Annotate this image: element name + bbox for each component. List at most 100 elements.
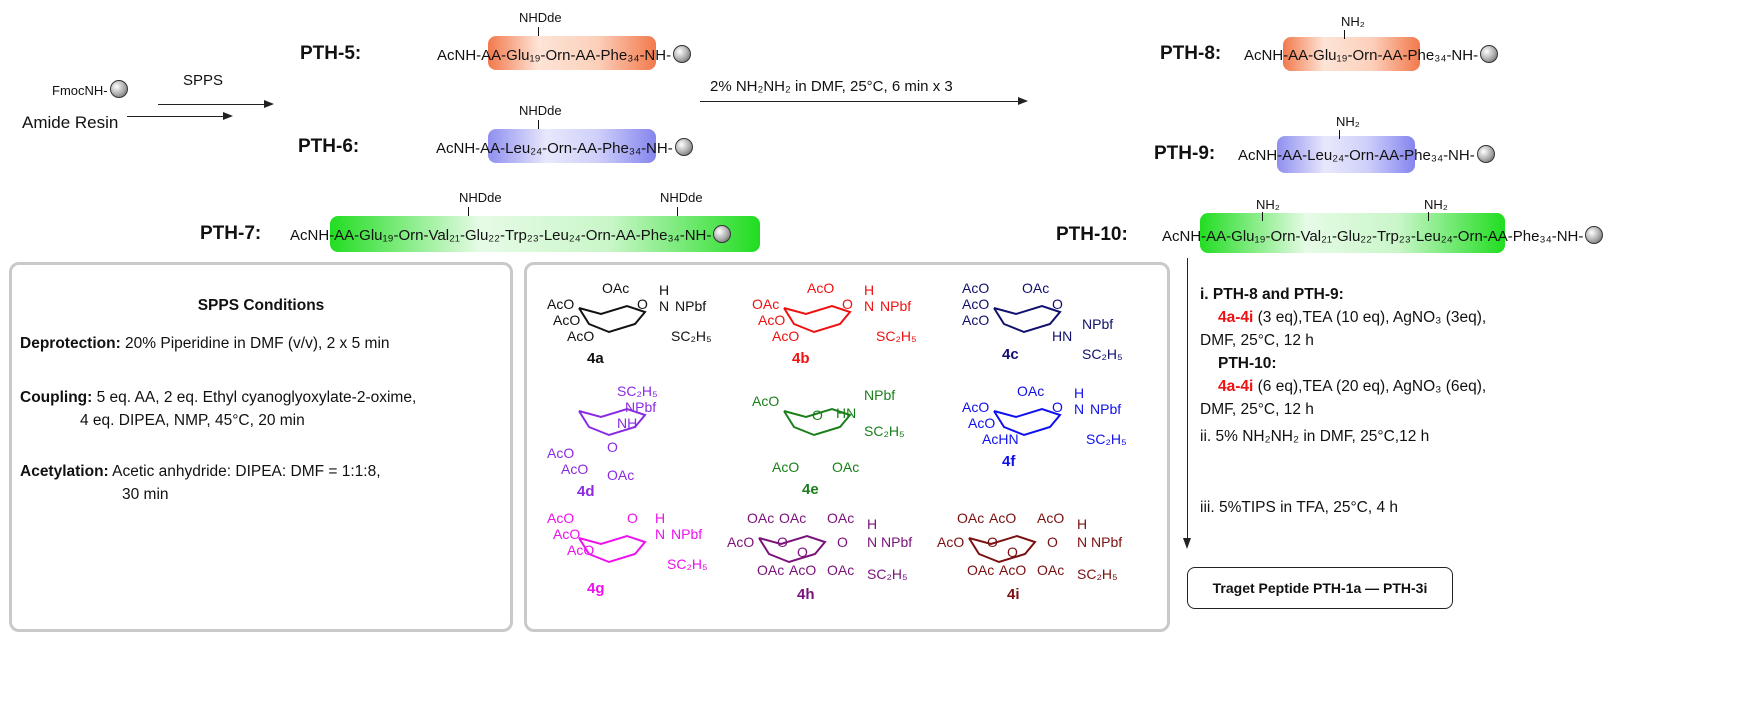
substituent-label: O bbox=[607, 439, 618, 455]
peptide-id: PTH-10: bbox=[1056, 224, 1128, 245]
sugar-ring-icon bbox=[993, 304, 1062, 334]
panel-title: SPPS Conditions bbox=[197, 297, 325, 314]
peptide-id: PTH-9: bbox=[1154, 143, 1216, 164]
compound-label: 4g bbox=[587, 580, 605, 597]
compound-4d: SC₂H₅ NPbf NH O AcO AcO OAc 4d bbox=[547, 383, 767, 503]
substituent-label: AcO bbox=[567, 542, 595, 558]
arrow-head-icon bbox=[1183, 538, 1191, 549]
step-iii: iii. 5%TIPS in TFA, 25°C, 4 h bbox=[1200, 499, 1399, 516]
highlight-box bbox=[488, 36, 656, 70]
substituent-label: OAc bbox=[1017, 383, 1045, 399]
highlight-box bbox=[330, 216, 760, 252]
highlight-box bbox=[488, 129, 656, 163]
side-chain-label: NHDde bbox=[519, 103, 562, 118]
substituent-label: O bbox=[1007, 544, 1018, 560]
substituent-label: OAc bbox=[1037, 562, 1065, 578]
resin-bead-icon bbox=[1585, 226, 1604, 244]
substituent-label: AcO bbox=[547, 445, 575, 461]
step-i-title2: PTH-10: bbox=[1218, 355, 1277, 372]
compound-label: 4e bbox=[802, 481, 819, 498]
substituent-label: N bbox=[1077, 534, 1088, 550]
compound-label: 4b bbox=[792, 350, 810, 367]
substituent-label: NPbf bbox=[881, 534, 913, 550]
substituent-label: AcO bbox=[561, 461, 589, 477]
substituent-label: NPbf bbox=[864, 387, 896, 403]
condition-coupling-cont: 4 eq. DIPEA, NMP, 45°C, 20 min bbox=[80, 412, 305, 429]
substituent-label: OAc bbox=[967, 562, 995, 578]
substituent-label: OAc bbox=[757, 562, 785, 578]
substituent-label: AcO bbox=[758, 312, 786, 328]
substituent-label: N bbox=[864, 298, 875, 314]
substituent-label: O bbox=[837, 534, 848, 550]
condition-deprotection: Deprotection: 20% Piperidine in DMF (v/v… bbox=[20, 335, 390, 352]
side-chain-label: NHDde bbox=[660, 190, 703, 205]
substituent-label: H bbox=[1077, 516, 1088, 532]
amide-resin-label: Amide Resin bbox=[22, 113, 119, 132]
substituent-label: AcO bbox=[567, 328, 595, 344]
substituent-label: O bbox=[627, 510, 638, 526]
substituent-label: O bbox=[637, 296, 648, 312]
peptide-sequence: AcNH-AA-Glu₁₉-Orn-Val₂₁-Glu₂₂-Trp₂₃-Leu₂… bbox=[1162, 226, 1604, 245]
sugar-ring-icon bbox=[783, 304, 852, 334]
substituent-label: H bbox=[864, 282, 875, 298]
substituent-label: AcO bbox=[1037, 510, 1065, 526]
substituent-label: AcO bbox=[962, 280, 990, 296]
substituent-label: AcO bbox=[752, 393, 780, 409]
substituent-label: N bbox=[655, 526, 666, 542]
substituent-label: AcHN bbox=[982, 431, 1019, 447]
substituent-label: SC₂H₅ bbox=[1077, 566, 1118, 582]
condition-acetylation: Acetylation: Acetic anhydride: DIPEA: DM… bbox=[20, 463, 381, 480]
compound-4f: OAc AcO AcO AcHN O H N NPbf SC₂H₅ 4f bbox=[962, 383, 1182, 503]
substituent-label: AcO bbox=[789, 562, 817, 578]
substituent-label: HN bbox=[1052, 328, 1073, 344]
target-peptide-box: Traget Peptide PTH-1a — PTH-3i bbox=[1187, 567, 1453, 609]
resin-bead-icon bbox=[713, 225, 732, 243]
peptide-id: PTH-5: bbox=[300, 43, 362, 64]
step-i-title: i. PTH-8 and PTH-9: bbox=[1200, 286, 1344, 303]
substituent-label: OAc bbox=[827, 562, 855, 578]
resin-bead-icon bbox=[1476, 145, 1495, 163]
peptide-sequence: AcNH-AA-Glu₁₉-Orn-AA-Phe₃₄-NH- bbox=[1244, 45, 1499, 64]
step-ii: ii. 5% NH₂NH₂ in DMF, 25°C,12 h bbox=[1200, 428, 1430, 445]
sugar-ring-icon bbox=[993, 407, 1062, 437]
condition-coupling: Coupling: 5 eq. AA, 2 eq. Ethyl cyanogly… bbox=[20, 389, 417, 406]
coupling-arrow bbox=[1187, 258, 1188, 545]
substituent-label: N bbox=[867, 534, 878, 550]
fmoc-label: FmocNH- bbox=[52, 83, 108, 98]
substituent-label: AcO bbox=[553, 312, 581, 328]
substituent-label: OAc bbox=[832, 459, 860, 475]
sugar-ring-icon bbox=[578, 407, 647, 437]
compound-4c: AcO AcO AcO OAc O HN NPbf SC₂H₅ 4c bbox=[962, 280, 1182, 400]
substituent-label: NPbf bbox=[1082, 316, 1114, 332]
substituent-label: O bbox=[1052, 399, 1063, 415]
substituent-label: H bbox=[867, 516, 878, 532]
step-i-conditions-b: 4a-4i (6 eq),TEA (20 eq), AgNO₃ (6eq), bbox=[1218, 378, 1487, 395]
resin-bead-icon bbox=[673, 45, 692, 63]
substituent-label: OAc bbox=[1022, 280, 1050, 296]
sugar-ring-icon bbox=[968, 534, 1037, 564]
substituent-label: OAc bbox=[779, 510, 807, 526]
peptide-id: PTH-8: bbox=[1160, 43, 1222, 64]
substituent-label: O bbox=[1047, 534, 1058, 550]
compound-label: 4i bbox=[1007, 586, 1020, 603]
substituent-label: H bbox=[655, 510, 666, 526]
peptide-sequence: AcNH-AA-Leu₂₄-Orn-AA-Phe₃₄-NH- bbox=[436, 138, 693, 157]
substituent-label: AcO bbox=[547, 296, 575, 312]
substituent-label: O bbox=[842, 296, 853, 312]
substituent-label: AcO bbox=[553, 526, 581, 542]
substituent-label: SC₂H₅ bbox=[1086, 431, 1127, 447]
compound-4i: OAc AcO AcO AcO O O OAc AcO O OAc H N NPbf SC₂H₅ 4i bbox=[937, 510, 1157, 630]
resin-bead-icon bbox=[109, 80, 128, 98]
sugar-ring-icon bbox=[578, 534, 647, 564]
substituent-label: OAc bbox=[957, 510, 985, 526]
peptide-sequence: AcNH-AA-Leu₂₄-Orn-AA-Phe₃₄-NH- bbox=[1238, 145, 1495, 164]
substituent-label: NPbf bbox=[880, 298, 912, 314]
substituent-label: H bbox=[659, 282, 670, 298]
resin-bead-icon bbox=[1480, 45, 1499, 63]
side-chain-label: NH₂ bbox=[1424, 197, 1448, 212]
substituent-label: NH bbox=[617, 415, 638, 431]
side-chain-label: NHDde bbox=[459, 190, 502, 205]
substituent-label: AcO bbox=[807, 280, 835, 296]
substituent-label: AcO bbox=[962, 312, 990, 328]
side-chain-label: NH₂ bbox=[1336, 114, 1360, 129]
